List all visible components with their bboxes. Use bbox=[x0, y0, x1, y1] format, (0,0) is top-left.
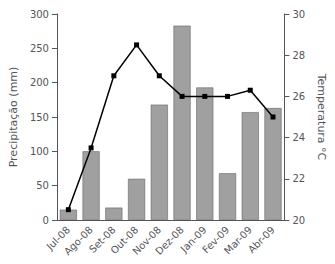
svg-text:24: 24 bbox=[292, 132, 305, 143]
svg-text:Set-08: Set-08 bbox=[86, 224, 118, 255]
svg-text:50: 50 bbox=[36, 180, 49, 191]
svg-text:Out-08: Out-08 bbox=[108, 224, 141, 257]
svg-text:Jan-09: Jan-09 bbox=[178, 224, 209, 255]
svg-text:Temperatura °C: Temperatura °C bbox=[315, 73, 328, 161]
svg-text:Precipitação (mm): Precipitação (mm) bbox=[7, 67, 20, 168]
svg-text:26: 26 bbox=[292, 91, 305, 102]
svg-text:Dez-08: Dez-08 bbox=[153, 224, 186, 257]
svg-text:150: 150 bbox=[30, 112, 49, 123]
svg-text:250: 250 bbox=[30, 43, 49, 54]
svg-text:22: 22 bbox=[292, 173, 305, 184]
svg-text:28: 28 bbox=[292, 50, 305, 61]
svg-text:30: 30 bbox=[292, 9, 305, 20]
svg-text:300: 300 bbox=[30, 9, 49, 20]
svg-text:Ago-08: Ago-08 bbox=[62, 224, 95, 257]
svg-text:20: 20 bbox=[292, 215, 305, 226]
svg-text:Jul-08: Jul-08 bbox=[44, 224, 73, 252]
svg-text:200: 200 bbox=[30, 77, 49, 88]
svg-text:Fev-09: Fev-09 bbox=[200, 224, 232, 256]
svg-text:Mar-09: Mar-09 bbox=[222, 224, 255, 257]
svg-text:100: 100 bbox=[30, 146, 49, 157]
svg-text:Nov-08: Nov-08 bbox=[130, 224, 164, 257]
svg-text:Abr-09: Abr-09 bbox=[246, 224, 277, 255]
svg-text:0: 0 bbox=[43, 215, 49, 226]
